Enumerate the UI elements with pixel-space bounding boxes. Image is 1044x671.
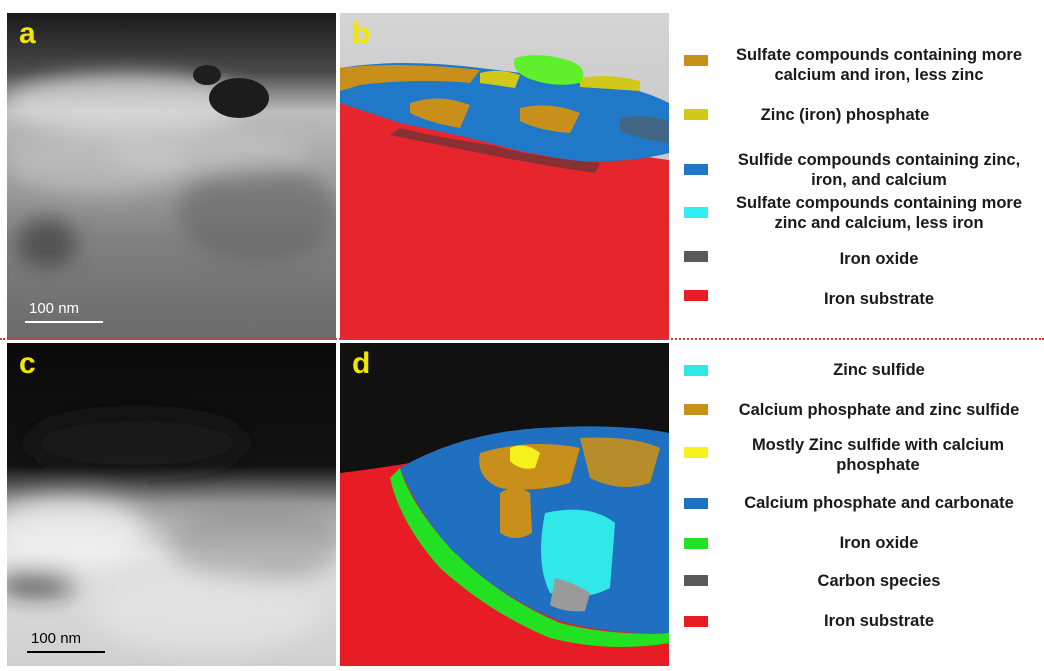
legend-label: Iron substrate — [823, 290, 935, 308]
scale-bar-c: 100 nm — [27, 623, 117, 653]
legend-swatch — [684, 575, 708, 586]
legend-top-item-5: Iron oxide — [676, 246, 1044, 276]
panel-label-a: a — [19, 17, 36, 50]
legend-top-item-3: Sulfide compounds containing zinc, iron,… — [676, 148, 1044, 192]
legend-label: Sulfate compounds containing more calciu… — [735, 46, 1023, 84]
legend-label: Zinc sulfide — [833, 361, 925, 379]
legend-top-item-4: Sulfate compounds containing more zinc a… — [676, 193, 1044, 237]
legend-bottom-item-3: Mostly Zinc sulfide with calcium phospha… — [676, 433, 1044, 477]
legend-swatch — [684, 251, 708, 262]
legend-swatch — [684, 404, 708, 415]
panel-c-tem-image: c 100 nm — [7, 343, 336, 666]
legend-top-item-6: Iron substrate — [676, 285, 1044, 315]
legend-swatch — [684, 365, 708, 376]
tem-micrograph-c — [7, 343, 336, 666]
scale-bar-text-c: 100 nm — [31, 630, 82, 647]
legend-swatch — [684, 207, 708, 218]
legend-swatch — [684, 109, 708, 120]
panel-d-phase-map: d — [340, 343, 669, 666]
legend-swatch — [684, 164, 708, 175]
legend-label: Calcium phosphate and carbonate — [744, 494, 1014, 512]
legend-swatch — [684, 55, 708, 66]
legend-bottom-item-5: Iron oxide — [676, 531, 1044, 561]
panel-label-d: d — [352, 347, 371, 380]
legend-label: Sulfate compounds containing more zinc a… — [735, 194, 1023, 232]
scale-bar-line-a — [25, 321, 103, 323]
legend-swatch — [684, 290, 708, 301]
scale-bar-line-c — [27, 651, 105, 653]
legend-bottom-item-7: Iron substrate — [676, 609, 1044, 639]
legend-label: Iron oxide — [839, 534, 919, 552]
section-divider — [0, 338, 1044, 340]
legend-swatch — [684, 538, 708, 549]
panel-label-c: c — [19, 347, 36, 380]
legend-swatch — [684, 498, 708, 509]
legend-bottom: Zinc sulfide Calcium phosphate and zinc … — [676, 355, 1044, 645]
legend-label: Sulfide compounds containing zinc, iron,… — [737, 151, 1021, 189]
legend-bottom-item-2: Calcium phosphate and zinc sulfide — [676, 395, 1044, 425]
legend-label: Zinc (iron) phosphate — [760, 106, 930, 124]
panel-label-b: b — [352, 17, 371, 50]
legend-bottom-item-1: Zinc sulfide — [676, 355, 1044, 385]
legend-top: Sulfate compounds containing more calciu… — [676, 40, 1044, 330]
legend-swatch — [684, 616, 708, 627]
panel-b-phase-map: b — [340, 13, 669, 340]
legend-label: Carbon species — [817, 572, 941, 590]
scale-bar-text-a: 100 nm — [29, 300, 80, 317]
scale-bar-a: 100 nm — [25, 293, 115, 323]
legend-bottom-item-4: Calcium phosphate and carbonate — [676, 491, 1044, 521]
legend-swatch — [684, 447, 708, 458]
legend-label: Mostly Zinc sulfide with calcium phospha… — [751, 436, 1005, 474]
panel-a-tem-image: a 100 nm — [7, 13, 336, 340]
tem-micrograph-a — [7, 13, 336, 340]
legend-top-item-1: Sulfate compounds containing more calciu… — [676, 40, 1044, 90]
legend-bottom-item-6: Carbon species — [676, 569, 1044, 599]
legend-top-item-2: Zinc (iron) phosphate — [676, 100, 1044, 130]
legend-label: Calcium phosphate and zinc sulfide — [738, 401, 1020, 419]
phase-map-b — [340, 13, 669, 340]
legend-label: Iron substrate — [823, 612, 935, 630]
phase-map-d — [340, 343, 669, 666]
legend-label: Iron oxide — [839, 250, 919, 268]
